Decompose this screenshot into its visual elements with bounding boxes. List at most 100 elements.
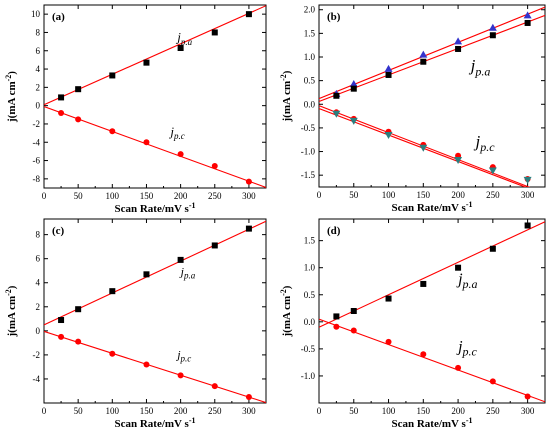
data-point bbox=[419, 50, 428, 58]
data-point bbox=[143, 361, 150, 368]
x-tick-label: 200 bbox=[451, 406, 465, 416]
data-point bbox=[455, 264, 462, 271]
data-point bbox=[109, 350, 116, 357]
y-tick-label: 8 bbox=[36, 27, 41, 37]
x-tick-label: 150 bbox=[140, 191, 154, 201]
data-point bbox=[75, 86, 82, 93]
data-point bbox=[245, 178, 252, 185]
data-point bbox=[177, 45, 184, 52]
y-tick-label: 4 bbox=[36, 64, 41, 74]
data-point bbox=[143, 139, 150, 146]
data-point bbox=[524, 222, 531, 229]
y-axis-title: j(mA cm-2) bbox=[4, 285, 18, 337]
data-point bbox=[454, 157, 463, 165]
x-tick-label: 50 bbox=[74, 406, 84, 416]
plot-frame bbox=[43, 218, 267, 404]
data-point bbox=[489, 245, 496, 252]
y-tick-label: -1.0 bbox=[301, 147, 316, 157]
x-tick-label: 100 bbox=[106, 191, 120, 201]
y-tick-label: 6 bbox=[36, 46, 41, 56]
data-point bbox=[245, 225, 252, 232]
y-tick-label: 1.0 bbox=[304, 263, 316, 273]
data-point bbox=[350, 327, 357, 334]
x-axis-title: Scan Rate/mV s-1 bbox=[391, 416, 472, 430]
data-point bbox=[385, 295, 392, 302]
data-point bbox=[109, 128, 116, 135]
y-tick-label: 8 bbox=[36, 230, 41, 240]
data-point bbox=[333, 92, 340, 99]
data-point bbox=[419, 144, 428, 152]
series-label: jp.c bbox=[175, 348, 191, 364]
panel-label: (c) bbox=[52, 225, 65, 237]
y-tick-label: -8 bbox=[33, 174, 41, 184]
x-axis-title: Scan Rate/mV s-1 bbox=[114, 201, 195, 215]
x-tick-label: 250 bbox=[208, 191, 222, 201]
data-point bbox=[75, 338, 82, 345]
data-point bbox=[211, 163, 218, 170]
data-point bbox=[350, 308, 357, 314]
y-tick-label: 4 bbox=[36, 278, 41, 288]
plot-frame bbox=[43, 4, 267, 189]
data-point bbox=[350, 85, 357, 92]
data-point bbox=[385, 71, 392, 78]
panel-label: (b) bbox=[327, 11, 341, 23]
data-point bbox=[420, 351, 427, 358]
x-tick-label: 50 bbox=[349, 190, 359, 200]
x-tick-label: 100 bbox=[382, 406, 396, 416]
x-tick-label: 50 bbox=[349, 406, 359, 416]
data-point bbox=[420, 280, 427, 287]
data-point bbox=[420, 58, 427, 65]
data-point bbox=[177, 151, 184, 158]
data-point bbox=[58, 333, 65, 340]
series-label: jp.c bbox=[456, 339, 477, 359]
data-point bbox=[211, 29, 218, 36]
data-point bbox=[177, 372, 184, 379]
y-tick-label: 2.0 bbox=[304, 5, 316, 15]
y-tick-label: 0 bbox=[36, 326, 41, 336]
data-point bbox=[488, 167, 497, 175]
fit-line bbox=[319, 108, 527, 187]
fit-line bbox=[319, 318, 545, 403]
y-tick-label: 1.5 bbox=[304, 236, 316, 246]
x-tick-label: 250 bbox=[486, 190, 500, 200]
data-point bbox=[245, 11, 252, 18]
fit-line bbox=[319, 6, 545, 100]
chart-panel-b: 0 50 100 150 200 250 300 -1.5 -1.0 -0.5 0.0 0.5 1.0 1… bbox=[279, 4, 546, 214]
y-tick-label: -2 bbox=[33, 350, 41, 360]
data-point bbox=[177, 256, 184, 263]
data-point bbox=[245, 393, 252, 400]
x-axis-title: Scan Rate/mV s-1 bbox=[114, 416, 195, 430]
x-tick-label: 250 bbox=[208, 406, 222, 416]
data-point bbox=[109, 72, 116, 79]
x-tick-label: 0 bbox=[42, 406, 47, 416]
series-jp.c bbox=[44, 106, 266, 188]
data-point bbox=[524, 393, 531, 400]
data-point bbox=[333, 323, 340, 330]
data-point bbox=[332, 110, 341, 118]
data-point bbox=[58, 317, 65, 324]
x-tick-label: 200 bbox=[451, 190, 465, 200]
series-label: jp.a bbox=[456, 271, 477, 291]
data-point bbox=[143, 271, 150, 278]
x-tick-label: 300 bbox=[242, 191, 256, 201]
series-jp.a bbox=[44, 220, 266, 326]
x-tick-label: 200 bbox=[174, 406, 188, 416]
y-axis-title: j(mA cm-2) bbox=[279, 285, 293, 337]
data-point bbox=[524, 19, 531, 26]
x-tick-label: 100 bbox=[106, 406, 120, 416]
y-tick-label: -4 bbox=[33, 137, 41, 147]
x-tick-label: 0 bbox=[317, 190, 322, 200]
y-tick-label: 6 bbox=[36, 254, 41, 264]
series-jp.c bbox=[319, 318, 545, 403]
data-point bbox=[455, 364, 462, 371]
series-jp.a bbox=[44, 5, 266, 106]
series-jp.a bbox=[319, 221, 545, 328]
panel-label: (a) bbox=[52, 11, 65, 23]
panel-label: (d) bbox=[327, 225, 341, 237]
x-tick-label: 300 bbox=[242, 406, 256, 416]
series-jp.c bbox=[44, 330, 266, 403]
plot-frame bbox=[318, 218, 546, 404]
data-point bbox=[455, 45, 462, 52]
y-tick-label: -6 bbox=[33, 156, 41, 166]
x-tick-label: 0 bbox=[317, 406, 322, 416]
